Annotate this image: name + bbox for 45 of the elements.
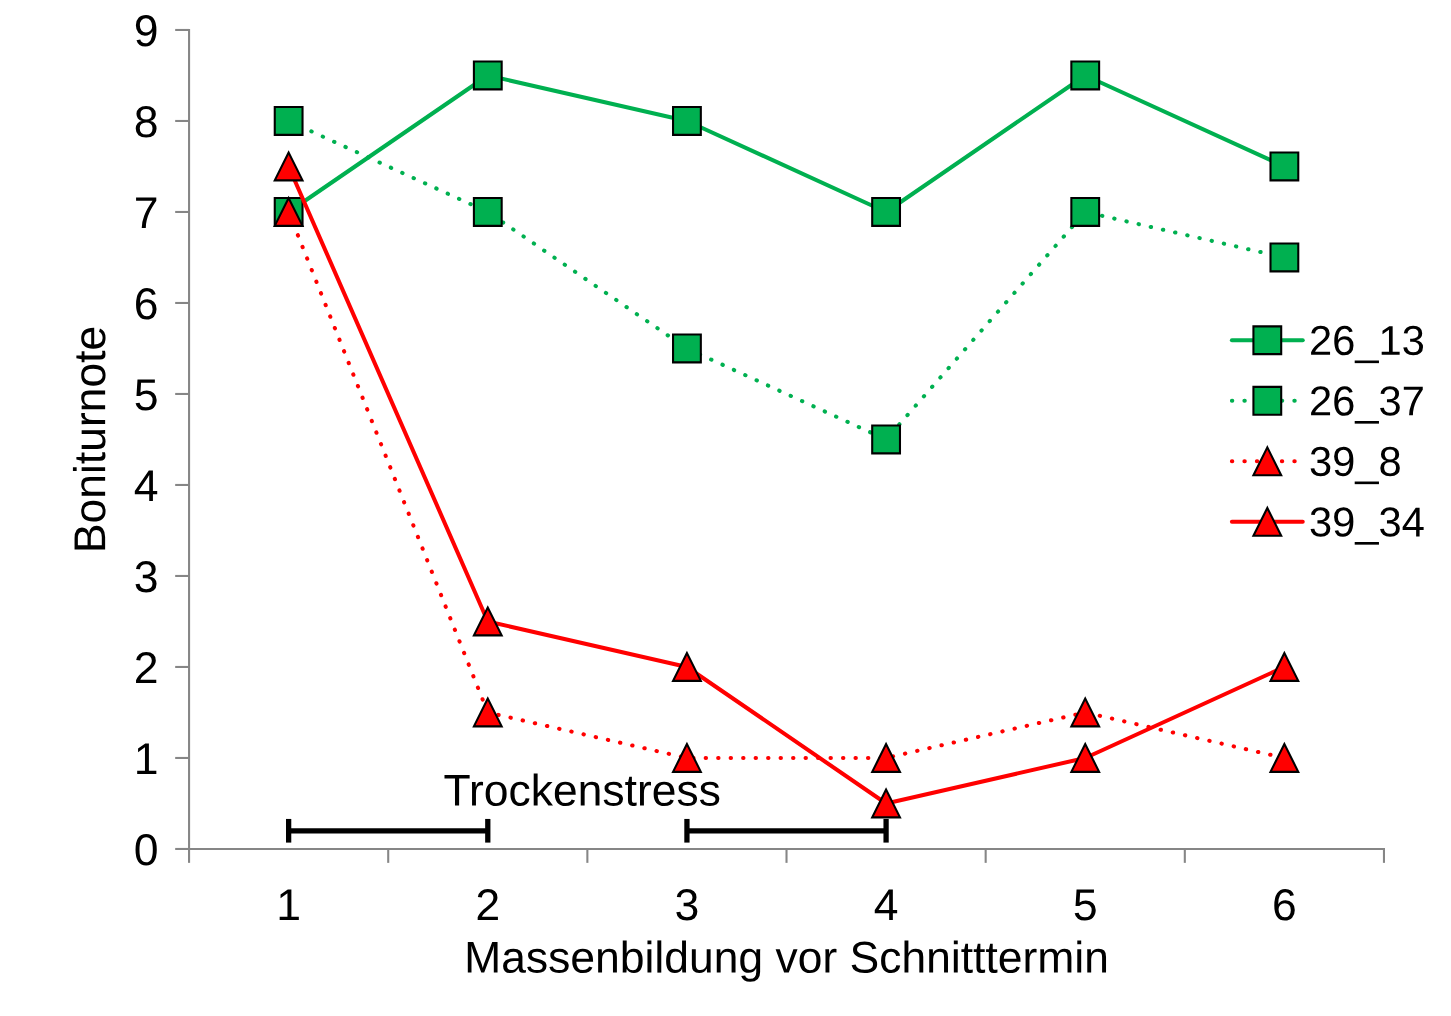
point [871,424,902,455]
x-tick-label: 4 [874,889,898,921]
point [1269,743,1300,773]
point [672,743,702,773]
x-tick-label: 1 [279,889,299,921]
y-tick-label: 3 [135,561,157,593]
point [871,197,902,227]
annotation: Trockenstress [444,773,720,807]
legend-label: 26_37 [1311,386,1423,424]
point [871,788,902,819]
point [1070,60,1101,91]
point [472,197,503,227]
y-tick-label: 9 [135,15,157,47]
y-tick-label: 0 [135,834,157,866]
x-axis-title: Massenbildung vor Schnitttermin [467,940,1107,982]
y-tick-label: 1 [137,743,157,775]
point [472,697,503,728]
y-tick-label: 5 [135,379,157,411]
y-tick-label: 6 [136,288,157,320]
point [672,333,702,364]
x-tick-label: 2 [477,889,498,921]
point [472,60,503,91]
point [1070,697,1101,728]
y-tick-label: 2 [136,652,157,684]
legend-label: 39_8 [1310,446,1400,485]
point [1070,197,1101,227]
y-tick-label: 7 [136,197,157,229]
point [1269,652,1300,682]
x-tick-label: 5 [1074,889,1096,921]
x-tick-label: 3 [676,889,698,921]
x-tick-label: 6 [1274,889,1295,921]
legend-label: 26_13 [1311,325,1424,364]
point [273,106,304,136]
y-axis-title: Boniturnote [72,327,106,550]
point [472,606,503,637]
point [672,106,702,136]
point [1070,743,1101,773]
point [1269,242,1300,273]
point [871,743,902,773]
point [273,151,304,182]
point [672,652,702,682]
point [1269,151,1300,182]
legend-label: 39_34 [1310,507,1424,545]
y-tick-label: 8 [135,106,157,138]
y-tick-label: 4 [134,470,158,502]
